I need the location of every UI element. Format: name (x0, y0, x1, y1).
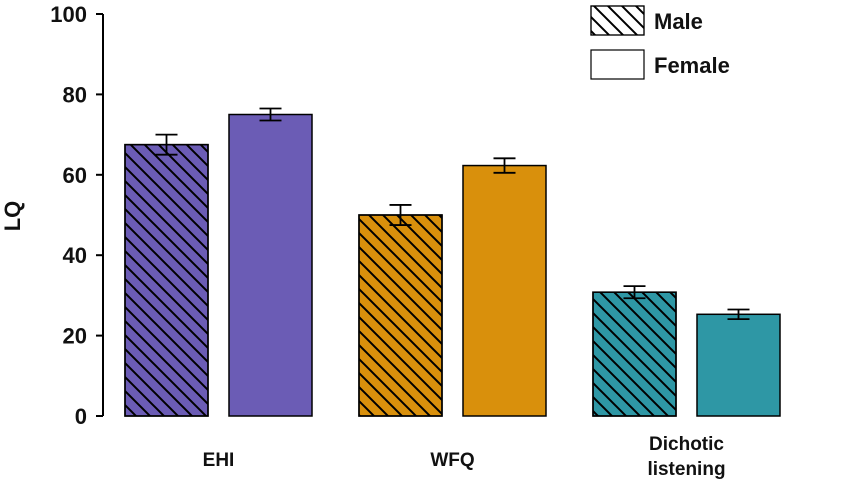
bar-hatch-overlay (358, 214, 443, 417)
y-tick-label: 20 (63, 324, 87, 349)
bars-layer (124, 113, 781, 417)
y-axis-title: LQ (0, 201, 25, 232)
bar-female (228, 113, 313, 417)
y-axis: 0 20 40 60 80 100 (50, 2, 104, 429)
bar-female (462, 164, 547, 417)
y-tick-label: 60 (63, 163, 87, 188)
y-tick-label: 80 (63, 82, 87, 107)
category-label: EHI (203, 450, 235, 471)
y-tick-label: 100 (50, 2, 87, 27)
bar-hatch-overlay (124, 143, 209, 417)
bar-female (696, 313, 781, 417)
y-tick-label: 0 (75, 404, 87, 429)
error-bars-layer (155, 107, 750, 321)
legend-label-male: Male (654, 9, 703, 34)
y-tick-label: 40 (63, 243, 87, 268)
category-label: WFQ (430, 450, 474, 471)
bar-hatch-overlay (592, 291, 677, 417)
legend: Male Female (590, 5, 730, 80)
category-label: listening (647, 459, 725, 480)
legend-swatch-female (590, 49, 645, 80)
legend-swatch-hatch (590, 5, 645, 36)
legend-label-female: Female (654, 53, 730, 78)
category-label: Dichotic (649, 434, 724, 455)
category-labels: EHI WFQ Dichotic listening (203, 434, 726, 480)
